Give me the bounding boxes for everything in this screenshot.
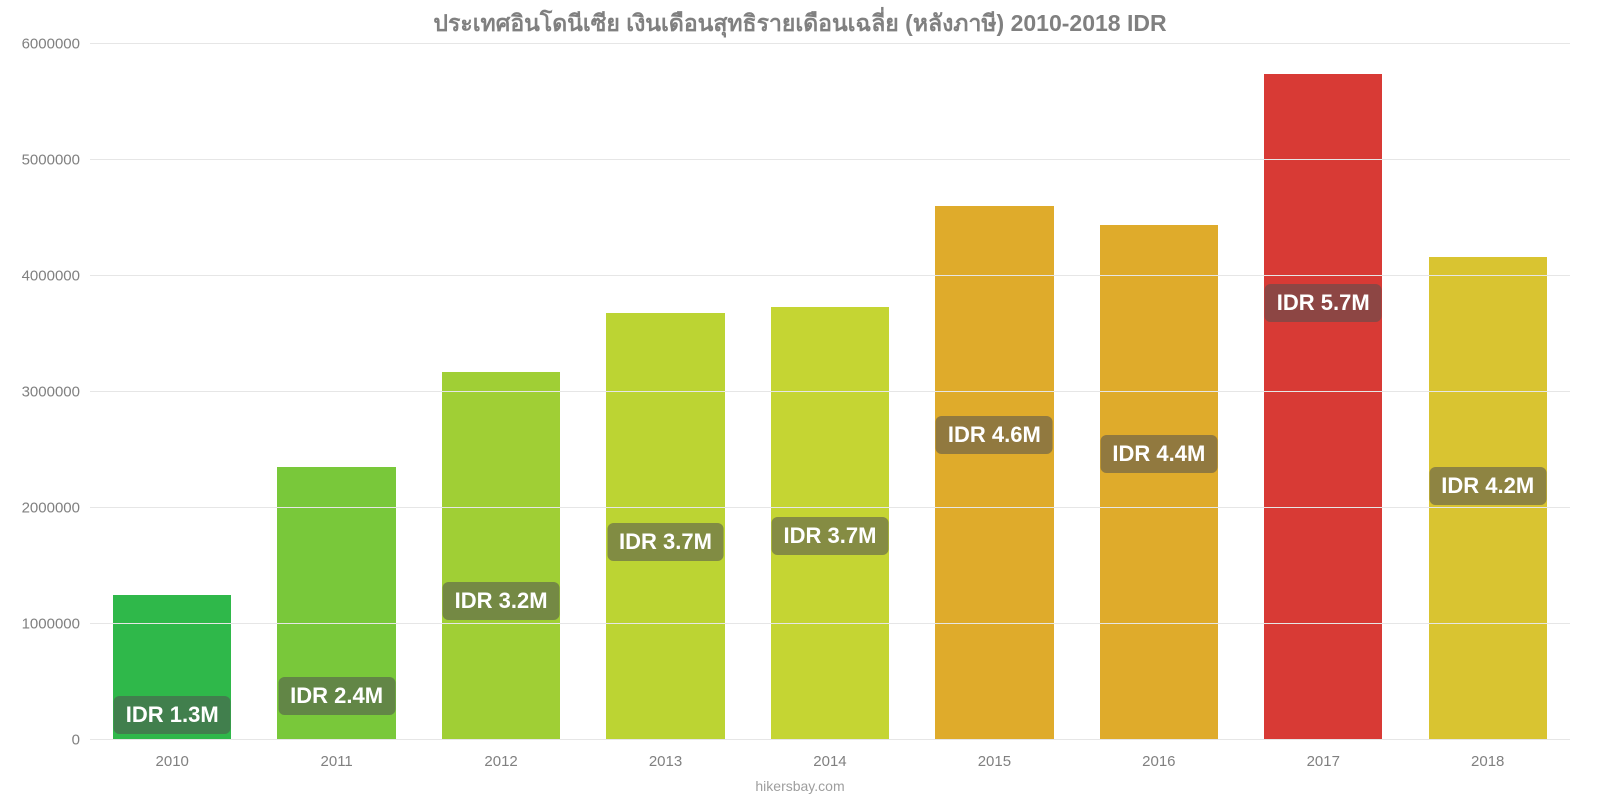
x-tick-label: 2015 [912, 753, 1076, 770]
bar-slot: IDR 3.2M [419, 44, 583, 740]
bar-slot: IDR 4.4M [1077, 44, 1241, 740]
x-tick-label: 2014 [748, 753, 912, 770]
x-axis-labels: 201020112012201320142015201620172018 [90, 753, 1570, 770]
bar: IDR 2.4M [277, 467, 395, 740]
grid-line [90, 275, 1570, 276]
y-tick-label: 6000000 [22, 36, 90, 53]
x-tick-label: 2010 [90, 753, 254, 770]
plot-area: IDR 1.3M IDR 2.4M IDR 3.2M IDR 3.7M IDR 3.7M… [90, 44, 1570, 740]
bar-value-label: IDR 5.7M [1265, 284, 1382, 322]
y-tick-label: 4000000 [22, 268, 90, 285]
bar: IDR 3.7M [771, 307, 889, 740]
x-tick-label: 2018 [1406, 753, 1570, 770]
attribution-text: hikersbay.com [0, 778, 1600, 794]
grid-line [90, 159, 1570, 160]
y-tick-label: 2000000 [22, 500, 90, 517]
bar: IDR 1.3M [113, 595, 231, 740]
bar: IDR 5.7M [1264, 74, 1382, 740]
bar-slot: IDR 3.7M [583, 44, 747, 740]
bar-value-label: IDR 3.7M [771, 517, 888, 555]
bar-value-label: IDR 4.4M [1100, 435, 1217, 473]
y-tick-label: 0 [72, 732, 90, 749]
bar-value-label: IDR 4.6M [936, 416, 1053, 454]
bar: IDR 4.2M [1429, 257, 1547, 740]
grid-line [90, 507, 1570, 508]
bar-value-label: IDR 1.3M [114, 696, 231, 734]
bar-slot: IDR 4.2M [1406, 44, 1570, 740]
bar: IDR 3.2M [442, 372, 560, 740]
bar-value-label: IDR 4.2M [1429, 467, 1546, 505]
grid-line [90, 623, 1570, 624]
x-tick-label: 2013 [583, 753, 747, 770]
salary-bar-chart: ประเทศอินโดนีเซีย เงินเดือนสุทธิรายเดือน… [0, 0, 1600, 800]
x-tick-label: 2017 [1241, 753, 1405, 770]
bar-slot: IDR 1.3M [90, 44, 254, 740]
y-tick-label: 3000000 [22, 384, 90, 401]
bar: IDR 4.4M [1100, 225, 1218, 740]
bar-value-label: IDR 3.2M [443, 582, 560, 620]
bar-value-label: IDR 2.4M [278, 677, 395, 715]
grid-line [90, 739, 1570, 740]
bar-slot: IDR 5.7M [1241, 44, 1405, 740]
y-tick-label: 1000000 [22, 616, 90, 633]
y-tick-label: 5000000 [22, 152, 90, 169]
x-tick-label: 2011 [254, 753, 418, 770]
grid-line [90, 391, 1570, 392]
bar-slot: IDR 2.4M [254, 44, 418, 740]
x-tick-label: 2012 [419, 753, 583, 770]
bar-slot: IDR 3.7M [748, 44, 912, 740]
bars-container: IDR 1.3M IDR 2.4M IDR 3.2M IDR 3.7M IDR 3.7M… [90, 44, 1570, 740]
bar-slot: IDR 4.6M [912, 44, 1076, 740]
x-tick-label: 2016 [1077, 753, 1241, 770]
bar: IDR 4.6M [935, 206, 1053, 740]
bar-value-label: IDR 3.7M [607, 523, 724, 561]
chart-title: ประเทศอินโดนีเซีย เงินเดือนสุทธิรายเดือน… [0, 6, 1600, 42]
grid-line [90, 43, 1570, 44]
bar: IDR 3.7M [606, 313, 724, 740]
